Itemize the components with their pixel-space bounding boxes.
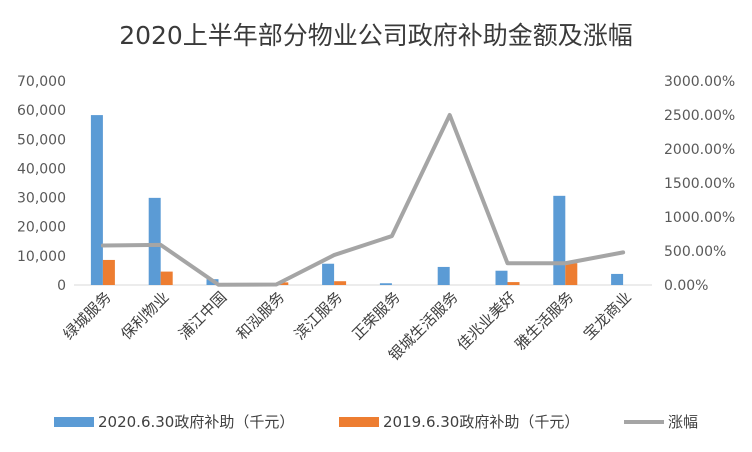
x-category-label: 滨江服务 (291, 288, 346, 343)
bar-2019-1 (160, 271, 173, 285)
bar-2019-7 (507, 282, 520, 285)
x-category-label: 浦江中国 (175, 288, 230, 343)
bar-2020-4 (322, 263, 335, 285)
y-left-tick-label: 60,000 (17, 103, 66, 119)
y-right-tick-label: 0.00% (664, 278, 708, 294)
y-right-tick-label: 1500.00% (664, 176, 735, 192)
x-category-label: 宝龙商业 (580, 288, 635, 343)
bar-2020-8 (553, 195, 566, 285)
bar-2020-1 (148, 197, 161, 285)
legend-swatch-2019 (339, 417, 379, 427)
y-left-tick-label: 30,000 (17, 191, 66, 207)
x-category-label: 绿城服务 (60, 288, 115, 343)
series-growth-line (100, 113, 626, 287)
x-category-label: 和泓服务 (233, 288, 288, 343)
bar-2019-0 (102, 259, 115, 285)
x-category-label: 正荣服务 (349, 288, 404, 343)
y-right-tick-label: 2000.00% (664, 142, 735, 158)
y-right-tick-label: 2500.00% (664, 108, 735, 124)
bar-2020-9 (611, 273, 624, 285)
y-right-tick-label: 3000.00% (664, 74, 735, 90)
bar-2020-7 (495, 270, 508, 285)
y-left-tick-label: 40,000 (17, 161, 66, 177)
bar-2019-4 (334, 281, 347, 285)
y-left-axis: 0 10,000 20,000 30,000 40,000 50,000 60,000 70,… (17, 74, 66, 294)
y-right-tick-label: 500.00% (664, 244, 726, 260)
legend-label-growth: 涨幅 (668, 413, 698, 431)
x-category-label: 佳兆业美好 (454, 288, 520, 354)
y-left-tick-label: 70,000 (17, 74, 66, 90)
legend-label-2020: 2020.6.30政府补助（千元） (98, 413, 294, 431)
bar-2020-6 (437, 266, 450, 285)
legend: 2020.6.30政府补助（千元） 2019.6.30政府补助（千元） 涨幅 (54, 413, 698, 431)
y-left-tick-label: 50,000 (17, 132, 66, 148)
chart-title: 2020上半年部分物业公司政府补助金额及涨幅 (119, 21, 633, 50)
x-category-label: 雅生活服务 (511, 288, 577, 354)
y-right-axis: 0.00% 500.00% 1000.00% 1500.00% 2000.00% 2500… (664, 74, 735, 294)
bar-2020-0 (90, 115, 103, 286)
growth-polyline (100, 113, 626, 287)
y-left-tick-label: 0 (57, 278, 66, 294)
x-category-label: 保利物业 (117, 288, 172, 343)
bar-2019-8 (565, 263, 578, 285)
bar-2020-5 (379, 283, 392, 285)
legend-swatch-2020 (54, 417, 94, 427)
legend-label-2019: 2019.6.30政府补助（千元） (383, 413, 579, 431)
y-right-tick-label: 1000.00% (664, 210, 735, 226)
series-2020-bars (90, 115, 624, 286)
y-left-tick-label: 10,000 (17, 249, 66, 265)
x-axis-categories: 绿城服务 保利物业 浦江中国 和泓服务 滨江服务 正荣服务银城生活服务佳兆业美好雅生活服务… (60, 288, 635, 364)
y-left-tick-label: 20,000 (17, 220, 66, 236)
